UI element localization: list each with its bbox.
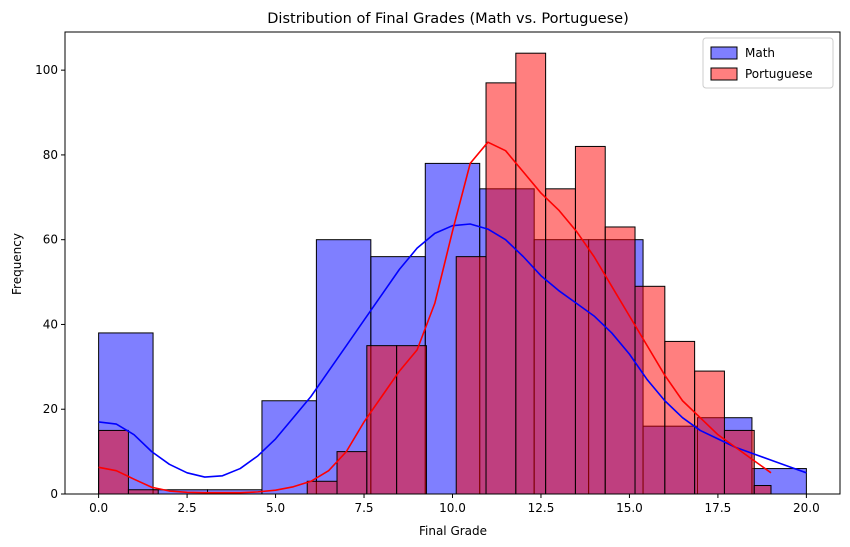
y-tick-label-4: 80 <box>43 148 58 162</box>
x-tick-label-3: 7.5 <box>354 501 373 515</box>
bars-portuguese <box>98 52 772 495</box>
y-tick-label-5: 100 <box>35 63 58 77</box>
x-tick-label-0: 0.0 <box>89 501 108 515</box>
x-tick-label-2: 5.0 <box>266 501 285 515</box>
bar-portuguese-19 <box>664 340 696 495</box>
x-tick-label-4: 10.0 <box>439 501 466 515</box>
chart-title: Distribution of Final Grades (Math vs. P… <box>267 11 628 27</box>
legend: Math Portuguese <box>702 37 834 89</box>
y-tick-label-2: 40 <box>43 317 58 331</box>
bar-portuguese-17 <box>604 226 636 495</box>
bar-portuguese-22 <box>753 485 772 495</box>
x-axis-label: Final Grade <box>419 524 487 538</box>
bar-math-3 <box>261 400 317 495</box>
bar-portuguese-9 <box>366 345 398 495</box>
kde-line-math <box>98 223 807 478</box>
bar-portuguese-14 <box>515 52 547 495</box>
bar-portuguese-7 <box>306 480 338 495</box>
y-axis-label: Frequency <box>10 233 24 295</box>
bar-portuguese-21 <box>723 429 755 495</box>
bar-portuguese-1 <box>127 489 159 495</box>
y-tick-label-3: 60 <box>43 233 58 247</box>
bar-portuguese-13 <box>485 82 517 495</box>
x-tick-label-7: 17.5 <box>705 501 732 515</box>
kde-line-portuguese <box>98 141 772 494</box>
y-axis: 0 20 40 60 80 100 <box>35 63 65 501</box>
legend-swatch-math <box>710 46 738 60</box>
bar-portuguese-18 <box>634 285 666 495</box>
bar-portuguese-16 <box>574 145 606 495</box>
bar-portuguese-0 <box>98 429 129 495</box>
x-axis: 0.0 2.5 5.0 7.5 10.0 12.5 15.0 17.5 20.0 <box>89 494 820 515</box>
bar-portuguese-15 <box>545 188 576 495</box>
bar-portuguese-12 <box>455 256 487 495</box>
legend-swatch-portuguese <box>710 67 738 81</box>
legend-label-math: Math <box>745 46 775 60</box>
legend-label-portuguese: Portuguese <box>745 67 813 81</box>
bar-portuguese-20 <box>694 370 725 495</box>
x-tick-label-6: 15.0 <box>616 501 643 515</box>
y-tick-label-1: 20 <box>43 402 58 416</box>
x-tick-label-8: 20.0 <box>793 501 820 515</box>
x-tick-label-1: 2.5 <box>178 501 197 515</box>
y-tick-label-0: 0 <box>50 487 58 501</box>
x-tick-label-5: 12.5 <box>528 501 555 515</box>
plot-area <box>64 31 841 495</box>
bar-portuguese-10 <box>396 345 427 495</box>
